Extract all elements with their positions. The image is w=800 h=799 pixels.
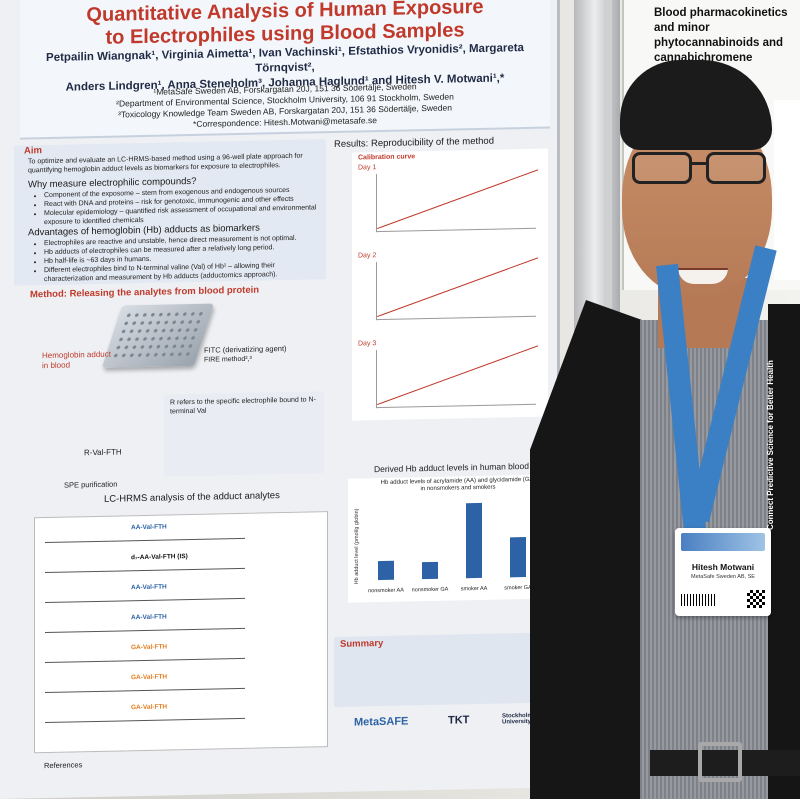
bar (510, 536, 526, 578)
advantages-list: Electrophiles are reactive and unstable,… (32, 233, 322, 284)
calibration-plot (376, 257, 539, 321)
bar-category-label: nonsmoker AA (368, 587, 404, 595)
badge-header-banner (681, 533, 765, 551)
name-badge: Hitesh Motwani MetaSafe Sweden AB, SE (675, 528, 771, 616)
summary-box: Summary (334, 632, 548, 708)
scientific-poster: Quantitative Analysis of Human Exposure … (0, 0, 560, 799)
trace-line (45, 537, 245, 544)
bar-category-label: nonsmoker GA (411, 586, 449, 594)
badge-name: Hitesh Motwani (691, 562, 755, 572)
trace-label: GA-Val-FTH (131, 703, 168, 712)
trace-label: d₇-AA-Val-FTH (IS) (131, 553, 188, 562)
qr-code-icon (747, 590, 765, 608)
calibration-plot (376, 345, 539, 409)
calibration-plot (376, 169, 539, 233)
calibration-panel: Calibration curve Day 1 Day 2 Day 3 (352, 148, 548, 421)
summary-title: Summary (340, 637, 384, 650)
derived-title: Derived Hb adduct levels in human blood (374, 460, 529, 475)
r-note: R refers to the specific electrophile bo… (170, 396, 316, 416)
day-label: Day 3 (358, 340, 377, 348)
bar-category-label: smoker AA (460, 585, 488, 593)
glasses-bridge (692, 162, 706, 165)
hb-adduct-label: Hemoglobin adduct in blood (42, 349, 111, 371)
trace-label: GA-Val-FTH (131, 673, 168, 682)
trace-label: GA-Val-FTH (131, 643, 168, 652)
lanyard-text: Connect Predictive Science for Better He… (766, 360, 775, 530)
jacket-right (768, 304, 800, 799)
regression-line (377, 257, 539, 318)
glasses-icon (632, 152, 772, 188)
trace-line (45, 657, 245, 664)
smile (678, 268, 728, 284)
hair (620, 60, 772, 150)
references-title: References (44, 760, 83, 771)
aim-title: Aim (24, 145, 42, 157)
poster-left-column: Aim To optimize and evaluate an LC-HRMS-… (14, 139, 328, 796)
regression-line (377, 169, 539, 230)
day-label: Day 2 (358, 252, 377, 260)
belt-buckle (698, 742, 742, 782)
bar-chart: Hb adduct levels of acrylamide (AA) and … (348, 474, 544, 603)
poster-header: Quantitative Analysis of Human Exposure … (20, 0, 550, 140)
why-list: Component of the exposome – stem from ex… (32, 185, 322, 227)
trace-line (45, 567, 245, 574)
trace-line (45, 597, 245, 604)
96-well-plate-image (101, 303, 215, 368)
calibration-title: Calibration curve (358, 153, 416, 162)
spe-label: SPE purification (64, 479, 118, 490)
bar-chart-title: Hb adduct levels of acrylamide (AA) and … (380, 476, 536, 493)
r-val-label: R-Val-FTH (84, 447, 122, 458)
bar (378, 560, 394, 581)
bar-chart-ylabel: Hb adduct level (pmol/g globin) (354, 508, 360, 585)
lc-title: LC-HRMS analysis of the adduct analytes (104, 490, 280, 505)
regression-line (377, 345, 539, 406)
trace-label: AA-Val-FTH (131, 583, 167, 592)
badge-organization: MetaSafe Sweden AB, SE (691, 574, 755, 580)
day-label: Day 1 (358, 164, 377, 172)
belt (650, 750, 800, 776)
aim-text: To optimize and evaluate an LC-HRMS-base… (28, 152, 303, 175)
poster-right-column: Results: Reproducibility of the method C… (334, 134, 554, 779)
aim-box: Aim To optimize and evaluate an LC-HRMS-… (14, 139, 326, 286)
bar (422, 561, 438, 580)
r-note-box: R refers to the specific electrophile bo… (164, 391, 324, 477)
method-title: Method: Releasing the analytes from bloo… (30, 284, 260, 301)
trace-line (45, 627, 245, 634)
fire-label: FIRE method²,³ (204, 355, 252, 364)
poster-affiliations: ¹MetaSafe Sweden AB, Forskargatan 20J, 1… (40, 79, 530, 133)
bar (466, 502, 482, 579)
barcode-icon (681, 594, 715, 606)
trace-line (45, 687, 245, 694)
fitc-label: FITC (derivatizing agent) (204, 343, 287, 355)
trace-line (45, 717, 245, 724)
trace-label: AA-Val-FTH (131, 523, 167, 532)
neighbor-poster-panel (774, 100, 800, 280)
lens-right (706, 152, 766, 184)
trace-label: AA-Val-FTH (131, 613, 167, 622)
metasafe-logo: MetaSAFE (354, 715, 409, 729)
tkt-logo: TKT (448, 714, 470, 727)
chromatogram-panel: AA-Val-FTH d₇-AA-Val-FTH (IS) AA-Val-FTH… (34, 511, 328, 754)
lens-left (632, 152, 692, 184)
results-title: Results: Reproducibility of the method (334, 135, 494, 151)
presenter-person: Connect Predictive Science for Better He… (530, 60, 800, 799)
